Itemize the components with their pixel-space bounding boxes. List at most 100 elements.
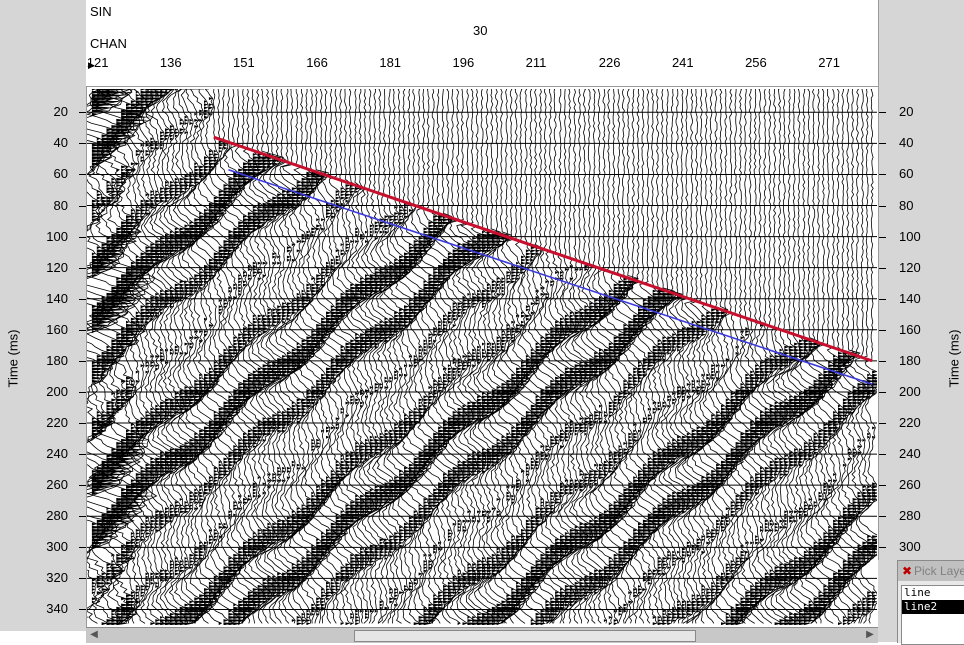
trace-wiggle — [156, 89, 185, 624]
time-tick-mark — [879, 547, 886, 549]
left-time-tick: 180 — [46, 352, 68, 368]
pick-layers-list[interactable]: line line2 — [901, 585, 964, 645]
right-time-tick: 300 — [899, 539, 921, 555]
time-tick-mark — [79, 391, 86, 393]
trace-wiggle — [487, 89, 517, 624]
time-tick-mark — [879, 516, 886, 518]
trace-wiggle — [643, 89, 673, 624]
time-tick-mark — [79, 609, 86, 611]
trace-wiggle — [706, 89, 735, 624]
left-time-tick: 240 — [46, 446, 68, 462]
time-tick-mark — [879, 329, 886, 331]
trace-wiggle — [745, 89, 774, 624]
trace-wiggle — [438, 89, 467, 624]
right-time-tick: 240 — [899, 446, 921, 462]
pick-layer-line2[interactable]: line2 — [902, 600, 964, 614]
trace-wiggle — [194, 89, 224, 624]
trace-wiggle — [613, 89, 642, 624]
scroll-left-icon[interactable]: ◀ — [90, 629, 98, 640]
time-tick-mark — [79, 578, 86, 580]
trace-wiggle — [165, 89, 194, 624]
trace-fill — [355, 184, 370, 625]
seismic-traces[interactable] — [87, 89, 877, 625]
horizontal-scrollbar[interactable]: ◀ ▶ — [86, 627, 878, 643]
trace-wiggle — [535, 89, 564, 624]
right-time-tick: 60 — [899, 166, 914, 182]
trace-wiggle — [458, 89, 487, 624]
trace-wiggle — [376, 89, 402, 624]
trace-wiggle — [345, 89, 375, 624]
pick-layers-titlebar[interactable]: ✖Pick Layers — [898, 561, 964, 581]
seismic-display[interactable] — [87, 89, 877, 625]
time-tick-mark — [79, 236, 86, 238]
trace-wiggle — [121, 89, 151, 624]
scroll-right-icon[interactable]: ▶ — [866, 629, 874, 640]
trace-fill — [769, 355, 785, 592]
left-time-tick: 80 — [53, 197, 68, 213]
trace-wiggle — [647, 89, 678, 624]
right-time-axis: Time (ms) 20 40 60 80 100 120 140 160 180 200 220 2… — [878, 86, 964, 616]
trace-wiggle — [638, 89, 667, 624]
close-icon[interactable]: ✖ — [901, 564, 913, 578]
trace-wiggle — [726, 89, 754, 624]
trace-wiggle — [750, 89, 779, 624]
scroll-thumb[interactable] — [354, 630, 696, 642]
trace-fill — [564, 268, 578, 607]
trace-wiggle — [516, 89, 545, 624]
time-tick-mark — [879, 423, 886, 425]
trace-wiggle — [117, 89, 145, 624]
trace-wiggle — [691, 89, 718, 624]
trace-wiggle — [662, 89, 691, 624]
trace-wiggle — [146, 89, 174, 624]
trace-wiggle — [433, 89, 462, 624]
trace-wiggle — [696, 89, 724, 624]
trace-wiggle — [609, 89, 637, 624]
left-time-tick: 60 — [53, 166, 68, 182]
trace-fill — [447, 218, 461, 604]
trace-wiggle — [674, 89, 699, 624]
trace-fill — [833, 355, 847, 595]
trace-wiggle — [668, 89, 696, 624]
pick-line-second[interactable] — [228, 169, 873, 385]
trace-wiggle — [598, 89, 629, 624]
trace-wiggle — [342, 89, 370, 624]
trace-wiggle — [404, 89, 433, 624]
channel-tick-label: 136 — [159, 55, 182, 70]
right-time-tick: 40 — [899, 135, 914, 151]
trace-wiggle — [589, 89, 618, 624]
trace-wiggle — [418, 89, 448, 624]
time-tick-mark — [879, 391, 886, 393]
trace-wiggle — [541, 89, 570, 624]
trace-wiggle — [87, 89, 137, 624]
trace-wiggle — [448, 89, 477, 624]
trace-fill — [691, 320, 704, 613]
trace-wiggle — [428, 89, 457, 624]
trace-wiggle — [409, 89, 438, 624]
trace-wiggle — [824, 89, 853, 624]
right-time-tick: 120 — [899, 259, 921, 275]
right-time-tick: 100 — [899, 228, 921, 244]
pick-layer-line[interactable]: line — [904, 586, 931, 599]
time-tick-mark — [79, 205, 86, 207]
left-time-axis: Time (ms) 20 40 60 80 100 120 140 160 180 200 220 2… — [0, 86, 87, 631]
trace-wiggle — [87, 89, 129, 624]
pick-line-first-break[interactable] — [213, 135, 873, 363]
trace-wiggle — [658, 89, 686, 624]
trace-fill — [121, 109, 149, 623]
trace-wiggle — [398, 89, 428, 624]
header-corner-right — [878, 0, 964, 86]
pick-layers-window[interactable]: ✖Pick Layers line line2 — [897, 560, 964, 645]
channel-tick-label: 166 — [306, 55, 328, 70]
trace-wiggle — [395, 89, 424, 624]
time-tick-mark — [879, 360, 886, 362]
channel-tick-label: 211 — [525, 55, 547, 70]
time-tick-mark — [79, 267, 86, 269]
trace-wiggle — [477, 89, 507, 624]
sin-label: SIN — [90, 4, 112, 19]
right-time-tick: 280 — [899, 508, 921, 524]
trace-fill — [555, 271, 569, 616]
trace-wiggle — [701, 89, 729, 624]
trace-wiggle — [681, 89, 710, 624]
left-time-tick: 140 — [46, 290, 68, 306]
time-tick-mark — [79, 174, 86, 176]
